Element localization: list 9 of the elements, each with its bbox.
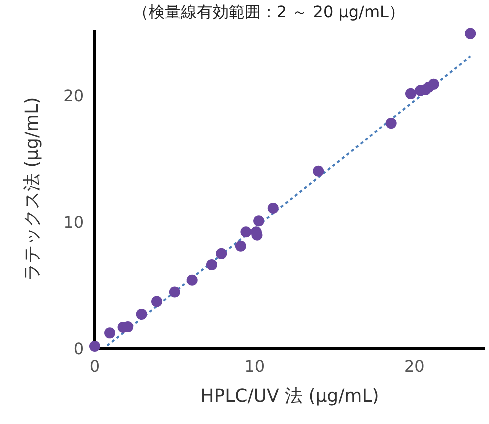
y-tick-label: 0 <box>74 340 84 359</box>
y-axis-title: ラテックス法 (μg/mL) <box>22 97 43 282</box>
chart-title: （検量線有効範囲：2 ～ 20 μg/mL） <box>132 2 405 22</box>
x-axis-title: HPLC/UV 法 (μg/mL) <box>200 386 380 408</box>
y-tick-label: 10 <box>64 213 84 232</box>
x-tick-label: 10 <box>244 357 266 376</box>
x-tick-label: 0 <box>90 357 100 376</box>
y-tick-label: 20 <box>64 86 84 106</box>
x-tick-label: 20 <box>404 357 425 376</box>
